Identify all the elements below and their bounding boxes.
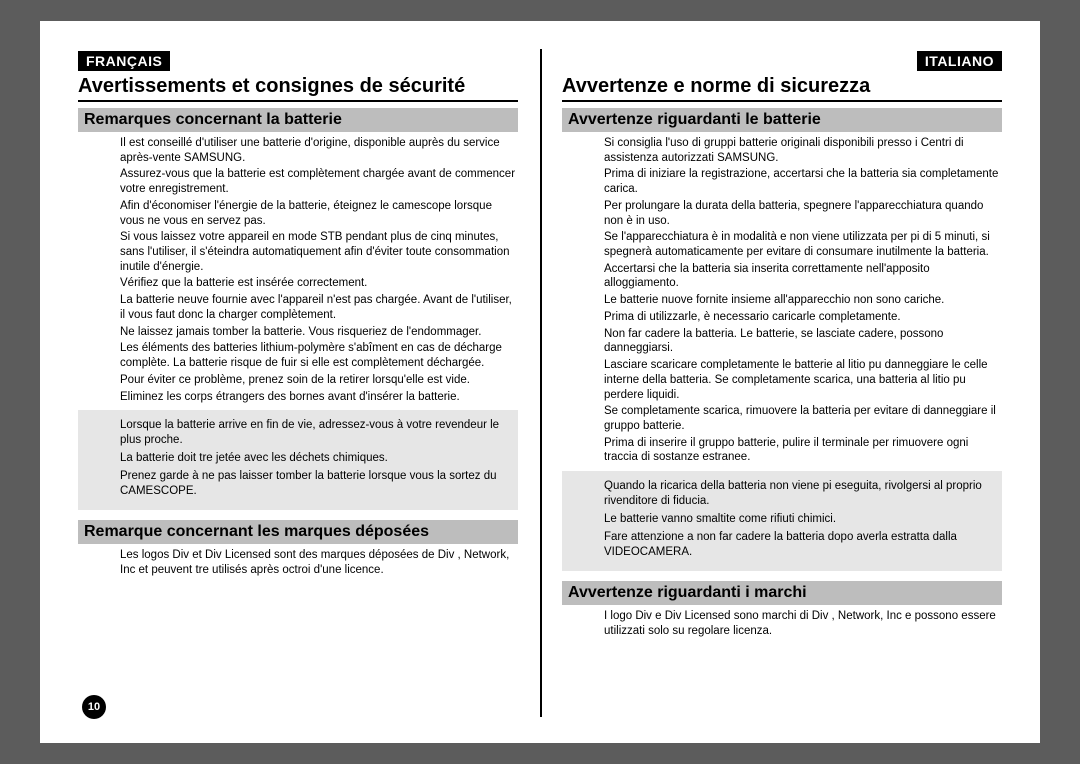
- list-item: Se l'apparecchiatura è in modalità e non…: [604, 230, 1002, 259]
- note-line: Prenez garde à ne pas laisser tomber la …: [120, 469, 508, 499]
- section-battery-it: Avvertenze riguardanti le batterie: [562, 108, 1002, 132]
- main-title-left: Avertissements et consignes de sécurité: [78, 75, 518, 102]
- list-item: Accertarsi che la batteria sia inserita …: [604, 262, 1002, 291]
- note-line: La batterie doit tre jetée avec les déch…: [120, 451, 508, 466]
- right-column: ITALIANO Avvertenze e norme di sicurezza…: [540, 51, 1002, 719]
- list-item: La batterie neuve fournie avec l'apparei…: [120, 293, 518, 322]
- bullet-list-battery-it: Si consiglia l'uso di gruppi batterie or…: [562, 136, 1002, 465]
- list-item: Il est conseillé d'utiliser une batterie…: [120, 136, 518, 165]
- list-item: Se completamente scarica, rimuovere la b…: [604, 404, 1002, 433]
- list-item: I logo Div e Div Licensed sono marchi di…: [604, 609, 1002, 638]
- note-line: Quando la ricarica della batteria non vi…: [604, 479, 992, 509]
- list-item: Lasciare scaricare completamente le batt…: [604, 358, 1002, 402]
- list-item: Prima di inserire il gruppo batterie, pu…: [604, 436, 1002, 465]
- language-label-fr: FRANÇAIS: [78, 51, 170, 71]
- list-item: Assurez-vous que la batterie est complèt…: [120, 167, 518, 196]
- list-item: Eliminez les corps étrangers des bornes …: [120, 390, 518, 405]
- list-item: Pour éviter ce problème, prenez soin de …: [120, 373, 518, 388]
- list-item: Afin d'économiser l'énergie de la batter…: [120, 199, 518, 228]
- page-number: 10: [88, 701, 100, 713]
- list-item: Si vous laissez votre appareil en mode S…: [120, 230, 518, 274]
- list-item: Vérifiez que la batterie est insérée cor…: [120, 276, 518, 291]
- list-item: Le batterie nuove fornite insieme all'ap…: [604, 293, 1002, 308]
- section-battery-fr: Remarques concernant la batterie: [78, 108, 518, 132]
- note-line: Lorsque la batterie arrive en fin de vie…: [120, 418, 508, 448]
- list-item: Si consiglia l'uso di gruppi batterie or…: [604, 136, 1002, 165]
- section-trademarks-fr: Remarque concernant les marques déposées: [78, 520, 518, 544]
- note-box-it: Quando la ricarica della batteria non vi…: [562, 471, 1002, 571]
- list-item: Les logos Div et Div Licensed sont des m…: [120, 548, 518, 577]
- list-item: Per prolungare la durata della batteria,…: [604, 199, 1002, 228]
- list-item: Prima di utilizzarle, è necessario caric…: [604, 310, 1002, 325]
- note-line: Le batterie vanno smaltite come rifiuti …: [604, 512, 992, 527]
- list-item: Les éléments des batteries lithium-polym…: [120, 341, 518, 370]
- note-line: Fare attenzione a non far cadere la batt…: [604, 530, 992, 560]
- list-item: Non far cadere la batteria. Le batterie,…: [604, 327, 1002, 356]
- language-label-it: ITALIANO: [917, 51, 1002, 71]
- left-column: FRANÇAIS Avertissements et consignes de …: [78, 51, 540, 719]
- bullet-list-battery-fr: Il est conseillé d'utiliser une batterie…: [78, 136, 518, 404]
- bullet-list-trademark-fr: Les logos Div et Div Licensed sont des m…: [78, 548, 518, 577]
- list-item: Ne laissez jamais tomber la batterie. Vo…: [120, 325, 518, 340]
- main-title-right: Avvertenze e norme di sicurezza: [562, 75, 1002, 102]
- note-box-fr: Lorsque la batterie arrive en fin de vie…: [78, 410, 518, 510]
- manual-page: FRANÇAIS Avertissements et consignes de …: [40, 21, 1040, 743]
- section-trademarks-it: Avvertenze riguardanti i marchi: [562, 581, 1002, 605]
- bullet-list-trademark-it: I logo Div e Div Licensed sono marchi di…: [562, 609, 1002, 638]
- page-number-badge: 10: [82, 695, 106, 719]
- list-item: Prima di iniziare la registrazione, acce…: [604, 167, 1002, 196]
